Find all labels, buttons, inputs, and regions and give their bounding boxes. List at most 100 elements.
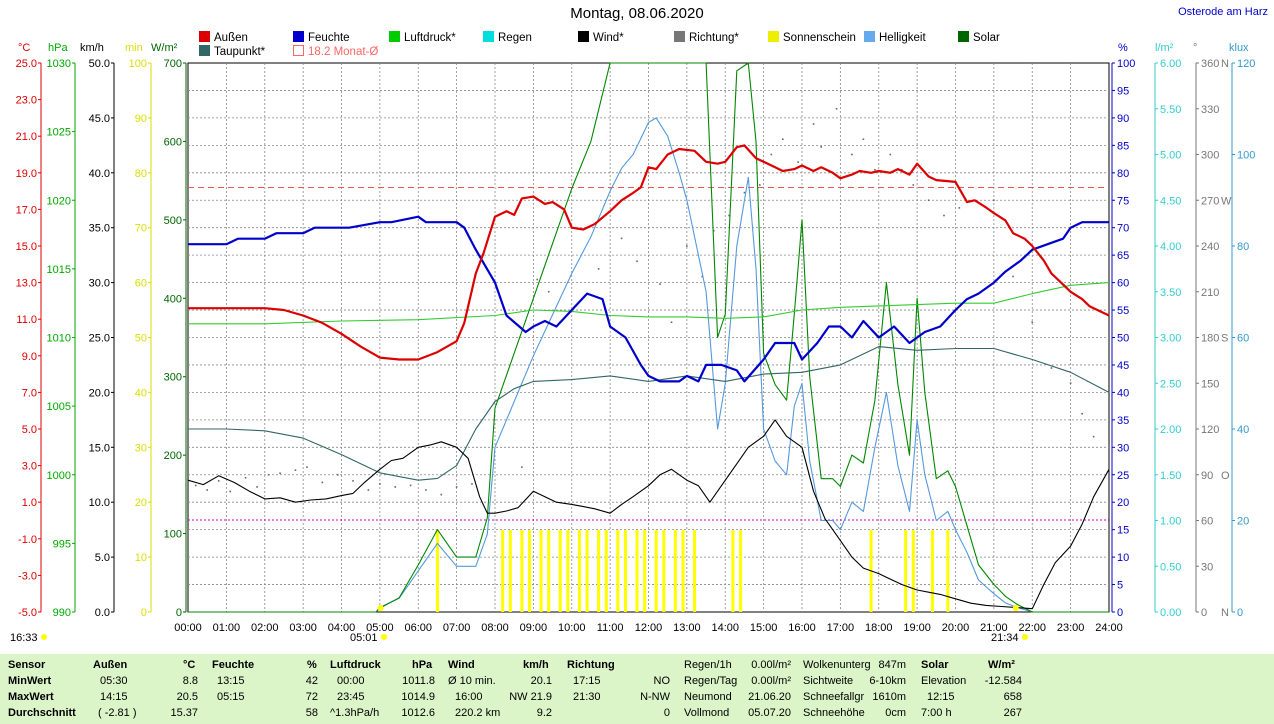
pressure-tick-label: 1000 — [47, 470, 71, 482]
richtung-point — [958, 207, 961, 209]
x-tick-label: 08:00 — [481, 622, 509, 634]
legend-item-wind: Wind* — [578, 31, 624, 44]
humidity-tick-label: 30 — [1117, 442, 1129, 454]
header-feuchte: Feuchte — [212, 659, 255, 671]
header-wind: Wind — [448, 659, 475, 671]
luftdruck-avg-value: 1012.6 — [401, 707, 435, 719]
x-tick-label: 17:00 — [827, 622, 855, 634]
legend-label: Luftdruck* — [404, 32, 456, 44]
richtung-point — [758, 184, 761, 186]
direction-tick-label: O — [1221, 470, 1230, 482]
legend-item-helligkeit: Helligkeit — [864, 31, 926, 44]
sonnenschein-bar — [520, 530, 524, 612]
temp-tick-label: 23.0 — [16, 95, 37, 107]
lux-tick-label: 80 — [1237, 241, 1249, 253]
richtung-point — [812, 123, 815, 125]
rain-1h-label: Regen/1h — [684, 659, 732, 671]
x-tick-label: 05:00 — [366, 622, 394, 634]
humidity-tick-label: 75 — [1117, 195, 1129, 207]
sunshine-tick-label: 50 — [135, 333, 147, 345]
rain-tick-label: 2.00 — [1160, 424, 1181, 436]
wind-max-time: 16:00 — [455, 691, 483, 703]
legend-swatch — [199, 45, 210, 56]
row-label-max: MaxWert — [8, 691, 54, 703]
richtung-max-value: N-NW — [640, 691, 670, 703]
richtung-point — [425, 489, 427, 491]
humidity-tick-label: 80 — [1117, 168, 1129, 180]
sonnenschein-bar — [501, 530, 505, 612]
taupunkt-line — [188, 346, 1110, 481]
x-tick-label: 23:00 — [1057, 622, 1085, 634]
dir-unit-label: ° — [1193, 42, 1197, 54]
sunshine-tick-label: 0 — [141, 607, 147, 619]
sunset-marker — [1012, 605, 1019, 611]
legend-swatch — [864, 31, 875, 42]
sonnenschein-bar — [597, 530, 601, 612]
sunrise-marker — [377, 605, 384, 611]
direction-tick-label: 360 — [1201, 58, 1219, 70]
sonnenschein-bar — [604, 530, 608, 612]
richtung-point — [1031, 321, 1034, 324]
header-aussen-unit: °C — [183, 659, 196, 671]
richtung-point — [521, 466, 523, 468]
x-tick-label: 02:00 — [251, 622, 279, 634]
rain-tick-label: 6.00 — [1160, 58, 1181, 70]
header-solar-unit: W/m² — [988, 659, 1015, 671]
richtung-point — [306, 466, 308, 468]
sonnenschein-bar — [693, 530, 697, 612]
humidity-tick-label: 60 — [1117, 278, 1129, 290]
feuchte-max-time: 05:15 — [217, 691, 245, 703]
x-tick-label: 06:00 — [404, 622, 432, 634]
header-aussen: Außen — [93, 659, 128, 671]
wind-tick-label: 45.0 — [89, 113, 110, 125]
aussen-min-value: 8.8 — [182, 675, 198, 687]
legend-item-taupunkt: Taupunkt* — [199, 45, 265, 58]
legend-item-regen: Regen — [483, 31, 532, 44]
richtung-point — [597, 268, 600, 270]
direction-tick-label: 210 — [1201, 287, 1219, 299]
x-tick-label: 00:00 — [174, 622, 202, 634]
legend-item-feuchte: Feuchte — [293, 31, 350, 44]
statistics-table: Sensor MinWert MaxWert Durchschnitt Auße… — [0, 654, 1274, 724]
legend-label: Richtung* — [689, 32, 739, 44]
legend-swatch — [578, 31, 589, 42]
richtung-point — [862, 138, 865, 141]
aussen-min-time: 05:30 — [100, 675, 128, 687]
richtung-point — [471, 483, 473, 485]
x-tick-label: 04:00 — [328, 622, 356, 634]
feuchte-min-time: 13:15 — [217, 675, 245, 687]
sunshine-tick-label: 20 — [135, 497, 147, 509]
rain-unit-label: l/m² — [1155, 42, 1174, 54]
rain-tick-label: 0.00 — [1160, 607, 1181, 619]
richtung-point — [782, 138, 784, 141]
legend-label: Solar — [973, 32, 1000, 44]
chart-title: Montag, 08.06.2020 — [570, 5, 704, 22]
richtung-point — [267, 473, 270, 476]
wind-line — [187, 419, 1110, 610]
wind-tick-label: 5.0 — [95, 552, 110, 564]
x-tick-label: 03:00 — [289, 622, 317, 634]
cloudbase-label: Wolkenunterg — [803, 659, 871, 671]
richtung-point — [379, 483, 381, 485]
richtung-point — [670, 321, 673, 324]
x-tick-label: 01:00 — [213, 622, 241, 634]
sonnenschein-bar — [616, 530, 620, 612]
legend-swatch — [958, 31, 969, 42]
humidity-tick-label: 45 — [1117, 360, 1129, 372]
rain-tick-label: 3.50 — [1160, 287, 1181, 299]
sun-unit-label: min — [125, 42, 143, 54]
sunrise-icon — [381, 634, 387, 640]
sonnenschein-bar — [585, 530, 589, 612]
rain-day-label: Regen/Tag — [684, 675, 738, 687]
hum-unit-label: % — [1118, 42, 1128, 54]
richtung-max-time: 21:30 — [573, 691, 601, 703]
solar-avg-value: 267 — [1003, 707, 1022, 719]
rain-tick-label: 2.50 — [1160, 378, 1181, 390]
richtung-point — [294, 469, 297, 471]
temp-tick-label: 17.0 — [16, 204, 37, 216]
legend-label: Feuchte — [308, 32, 350, 44]
sonnenschein-bar — [930, 530, 934, 612]
temp-tick-label: -5.0 — [18, 607, 37, 619]
sunshine-tick-label: 60 — [135, 278, 147, 290]
x-tick-label: 19:00 — [903, 622, 931, 634]
